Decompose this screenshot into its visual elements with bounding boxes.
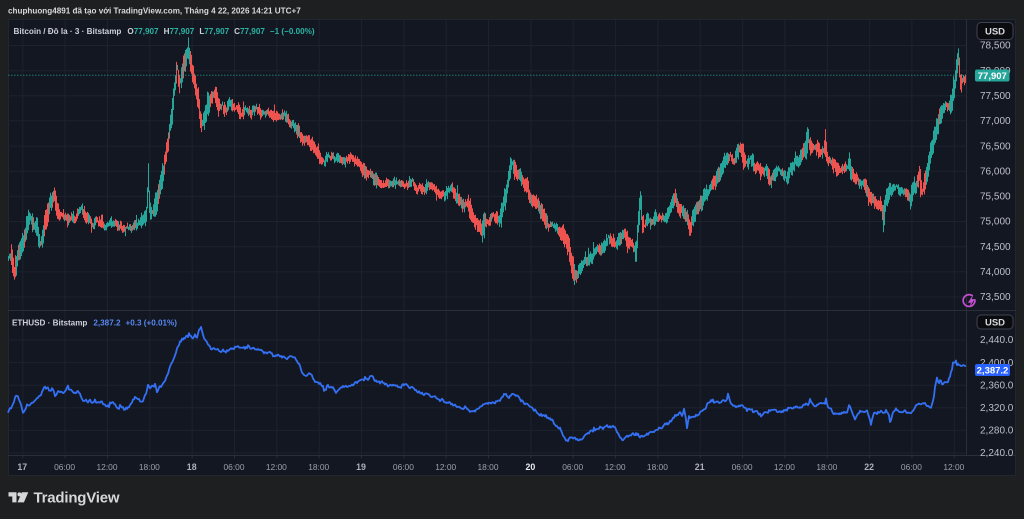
svg-text:73,500: 73,500 [980, 292, 1011, 303]
svg-text:77,500: 77,500 [980, 91, 1011, 102]
svg-text:USD: USD [985, 318, 1005, 329]
svg-text:78,500: 78,500 [980, 41, 1011, 52]
svg-text:12:00: 12:00 [435, 462, 456, 472]
svg-text:Bitcoin / Đô la · 3 · Bitstamp: Bitcoin / Đô la · 3 · Bitstamp O77,907 H77… [14, 27, 315, 36]
svg-text:22: 22 [864, 462, 874, 472]
svg-text:12:00: 12:00 [97, 462, 118, 472]
svg-text:74,000: 74,000 [980, 267, 1011, 278]
svg-text:12:00: 12:00 [605, 462, 626, 472]
svg-text:06:00: 06:00 [224, 462, 245, 472]
svg-text:TradingView: TradingView [34, 490, 120, 507]
svg-text:12:00: 12:00 [266, 462, 287, 472]
svg-text:18:00: 18:00 [816, 462, 837, 472]
svg-text:06:00: 06:00 [562, 462, 583, 472]
svg-text:12:00: 12:00 [943, 462, 964, 472]
svg-text:2,320.0: 2,320.0 [980, 403, 1014, 414]
svg-text:18: 18 [187, 462, 197, 472]
svg-text:2,240.0: 2,240.0 [980, 448, 1014, 459]
svg-text:75,500: 75,500 [980, 192, 1011, 203]
svg-text:06:00: 06:00 [732, 462, 753, 472]
svg-text:18:00: 18:00 [647, 462, 668, 472]
svg-text:2,400.0: 2,400.0 [980, 358, 1014, 369]
svg-text:2,440.0: 2,440.0 [980, 335, 1014, 346]
svg-text:19: 19 [356, 462, 366, 472]
svg-text:76,500: 76,500 [980, 141, 1011, 152]
svg-text:75,000: 75,000 [980, 217, 1011, 228]
svg-text:chuphuong4891 đã tạo với Tradi: chuphuong4891 đã tạo với TradingView.com… [8, 7, 301, 16]
svg-text:77,907: 77,907 [978, 71, 1007, 82]
svg-text:76,000: 76,000 [980, 166, 1011, 177]
svg-text:18:00: 18:00 [139, 462, 160, 472]
svg-text:USD: USD [985, 26, 1005, 37]
svg-text:12:00: 12:00 [774, 462, 795, 472]
svg-text:2,387.2: 2,387.2 [977, 365, 1009, 376]
svg-text:18:00: 18:00 [308, 462, 329, 472]
svg-text:06:00: 06:00 [901, 462, 922, 472]
svg-text:2,360.0: 2,360.0 [980, 380, 1014, 391]
svg-text:06:00: 06:00 [393, 462, 414, 472]
svg-text:74,500: 74,500 [980, 242, 1011, 253]
svg-text:06:00: 06:00 [54, 462, 75, 472]
svg-text:17: 17 [17, 462, 27, 472]
svg-text:18:00: 18:00 [478, 462, 499, 472]
svg-text:21: 21 [695, 462, 705, 472]
svg-text:77,000: 77,000 [980, 116, 1011, 127]
svg-text:20: 20 [526, 462, 536, 472]
svg-text:2,280.0: 2,280.0 [980, 426, 1014, 437]
